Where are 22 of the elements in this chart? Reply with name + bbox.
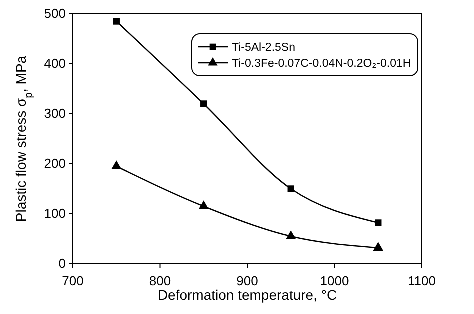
legend-label: Ti-0.3Fe-0.07C-0.04N-0.2O₂-0.01H bbox=[232, 58, 412, 70]
y-tick-label: 0 bbox=[58, 256, 66, 272]
x-tick-label: 800 bbox=[149, 273, 172, 288]
point bbox=[200, 100, 208, 108]
y-tick-label: 500 bbox=[44, 6, 66, 22]
x-tick-label: 1000 bbox=[320, 273, 350, 288]
point bbox=[373, 242, 384, 251]
point bbox=[286, 230, 296, 240]
x-tick-label: 700 bbox=[62, 273, 84, 288]
y-tick-label: 100 bbox=[44, 206, 66, 222]
point bbox=[113, 18, 120, 25]
x-tick-label: 1100 bbox=[408, 273, 436, 288]
y-tick-label: 300 bbox=[44, 106, 66, 122]
point bbox=[112, 160, 122, 170]
point bbox=[288, 186, 294, 192]
point bbox=[198, 200, 209, 210]
x-axis-title: Deformation temperature, °C bbox=[158, 287, 338, 303]
point bbox=[375, 220, 382, 226]
x-tick-label: 900 bbox=[236, 273, 258, 288]
legend-label: Ti-5Al-2.5Sn bbox=[232, 42, 296, 54]
y-tick-label: 200 bbox=[44, 156, 66, 172]
y-tick-label: 400 bbox=[44, 56, 66, 72]
